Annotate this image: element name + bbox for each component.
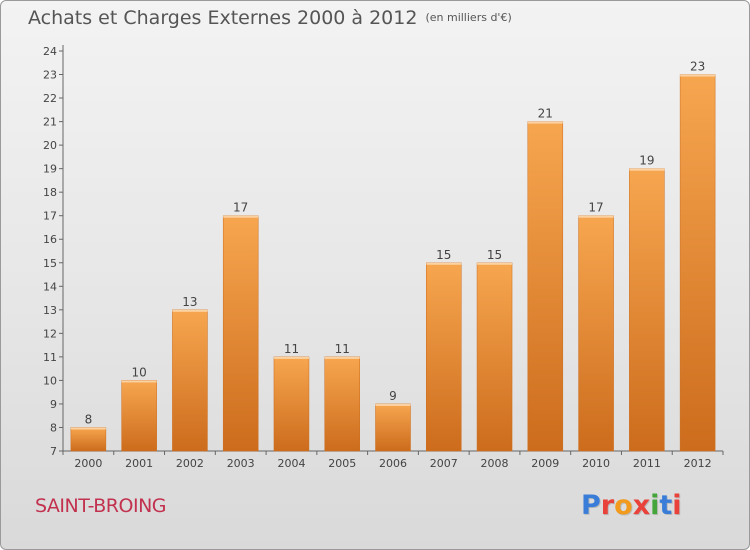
- y-tick-label: 11: [43, 351, 57, 364]
- bar-2007: [426, 262, 462, 452]
- bar-highlight: [578, 215, 614, 218]
- unit-label: (en milliers d'€): [425, 11, 512, 24]
- data-label-2009: 21: [538, 107, 553, 121]
- x-tick-label: 2010: [582, 457, 610, 470]
- y-tick-label: 15: [43, 257, 57, 270]
- data-label-2003: 17: [233, 201, 248, 215]
- y-tick-label: 8: [50, 421, 57, 434]
- bar-highlight: [223, 215, 259, 218]
- y-tick-label: 10: [43, 374, 57, 387]
- x-tick-label: 2007: [430, 457, 458, 470]
- bar-2000: [70, 427, 107, 452]
- x-tick-label: 2000: [74, 457, 102, 470]
- logo-letter: x: [632, 490, 651, 521]
- bar-highlight: [477, 262, 513, 265]
- bar-2010: [578, 215, 614, 452]
- bar-2004: [273, 356, 310, 452]
- y-tick-label: 19: [43, 163, 57, 176]
- proxiti-logo[interactable]: Proxiti: [581, 490, 682, 521]
- bar-highlight: [121, 380, 157, 383]
- y-tick-label: 7: [50, 445, 57, 458]
- bar-highlight: [324, 356, 360, 359]
- bar-2006: [375, 403, 411, 452]
- bar-2012: [679, 74, 716, 452]
- data-label-2005: 11: [335, 342, 350, 356]
- bar-highlight: [629, 168, 665, 171]
- data-label-2012: 23: [690, 60, 705, 74]
- bar-2002: [172, 309, 208, 452]
- y-tick-label: 24: [43, 45, 57, 58]
- bar-highlight: [527, 121, 563, 124]
- x-tick-label: 2002: [176, 457, 204, 470]
- bar-2009: [527, 121, 564, 452]
- y-tick-label: 18: [43, 186, 57, 199]
- logo-letter: t: [659, 490, 673, 521]
- x-tick-label: 2011: [633, 457, 661, 470]
- y-tick-label: 16: [43, 233, 57, 246]
- logo-letter: r: [600, 490, 615, 521]
- y-tick-label: 23: [43, 69, 57, 82]
- data-label-2010: 17: [588, 201, 603, 215]
- bar-2005: [324, 356, 360, 452]
- y-tick-label: 20: [43, 139, 57, 152]
- data-label-2006: 9: [389, 389, 397, 403]
- bar-highlight: [70, 427, 106, 430]
- bar-highlight: [426, 262, 462, 265]
- x-tick-label: 2004: [277, 457, 305, 470]
- commune-name: SAINT-BROING: [35, 495, 167, 517]
- logo-letter: i: [672, 490, 682, 521]
- x-tick-label: 2005: [328, 457, 356, 470]
- bar-highlight: [273, 356, 309, 359]
- x-tick-label: 2008: [481, 457, 509, 470]
- y-tick-label: 17: [43, 210, 57, 223]
- y-tick-label: 9: [50, 398, 57, 411]
- y-tick-label: 21: [43, 116, 57, 129]
- logo-letter: o: [614, 490, 633, 521]
- logo-letter: i: [650, 490, 660, 521]
- logo-letter: P: [581, 490, 601, 521]
- y-tick-label: 12: [43, 327, 57, 340]
- y-tick-label: 22: [43, 92, 57, 105]
- bar-2003: [222, 215, 259, 452]
- data-label-2004: 11: [284, 342, 299, 356]
- title-text: Achats et Charges Externes 2000 à 2012: [28, 7, 418, 29]
- data-label-2000: 8: [85, 412, 93, 426]
- x-tick-label: 2012: [684, 457, 712, 470]
- bar-2011: [629, 168, 665, 452]
- bar-2001: [121, 380, 157, 452]
- bar-highlight: [172, 309, 208, 312]
- bar-highlight: [375, 403, 411, 406]
- x-axis: 2000 2001 2002 2003 2004 2005 2006 2007 2008 2009…: [62, 450, 724, 470]
- bar-highlight: [680, 74, 716, 77]
- y-tick-label: 13: [43, 304, 57, 317]
- data-label-2011: 19: [639, 154, 654, 168]
- x-tick-label: 2001: [125, 457, 153, 470]
- y-axis: 7 8 9 10 11 12 13 14 15 16 17 18 19 20 21 22 23 24: [43, 45, 64, 458]
- x-tick-label: 2009: [531, 457, 559, 470]
- chart-title: Achats et Charges Externes 2000 à 2012 (e…: [28, 7, 512, 29]
- data-label-2007: 15: [436, 248, 451, 262]
- bars: 8 10 13 17 11 11 9 15 15 21 17 19 23: [70, 60, 716, 452]
- x-tick-label: 2006: [379, 457, 407, 470]
- data-label-2001: 10: [132, 365, 147, 379]
- data-label-2008: 15: [487, 248, 502, 262]
- y-tick-label: 14: [43, 280, 57, 293]
- data-label-2002: 13: [182, 295, 197, 309]
- bar-2008: [476, 262, 513, 452]
- x-tick-label: 2003: [227, 457, 255, 470]
